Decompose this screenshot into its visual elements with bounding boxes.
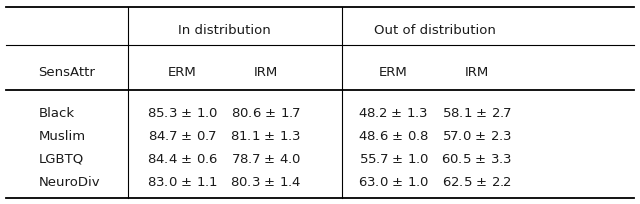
Text: 80.3 $\pm$ 1.4: 80.3 $\pm$ 1.4	[230, 175, 301, 188]
Text: 81.1 $\pm$ 1.3: 81.1 $\pm$ 1.3	[230, 130, 301, 142]
Text: NeuroDiv: NeuroDiv	[38, 175, 100, 188]
Text: 58.1 $\pm$ 2.7: 58.1 $\pm$ 2.7	[442, 107, 512, 120]
Text: In distribution: In distribution	[178, 24, 270, 37]
Text: 84.7 $\pm$ 0.7: 84.7 $\pm$ 0.7	[148, 130, 217, 142]
Text: 63.0 $\pm$ 1.0: 63.0 $\pm$ 1.0	[358, 175, 429, 188]
Text: 84.4 $\pm$ 0.6: 84.4 $\pm$ 0.6	[147, 152, 218, 165]
Text: ERM: ERM	[380, 65, 408, 78]
Text: IRM: IRM	[465, 65, 489, 78]
Text: 57.0 $\pm$ 2.3: 57.0 $\pm$ 2.3	[442, 130, 512, 142]
Text: 48.2 $\pm$ 1.3: 48.2 $\pm$ 1.3	[358, 107, 429, 120]
Text: 60.5 $\pm$ 3.3: 60.5 $\pm$ 3.3	[441, 152, 513, 165]
Text: Black: Black	[38, 107, 74, 120]
Text: 78.7 $\pm$ 4.0: 78.7 $\pm$ 4.0	[230, 152, 301, 165]
Text: Out of distribution: Out of distribution	[374, 24, 496, 37]
Text: Muslim: Muslim	[38, 130, 86, 142]
Text: SensAttr: SensAttr	[38, 65, 95, 78]
Text: IRM: IRM	[253, 65, 278, 78]
Text: ERM: ERM	[168, 65, 196, 78]
Text: 85.3 $\pm$ 1.0: 85.3 $\pm$ 1.0	[147, 107, 218, 120]
Text: 80.6 $\pm$ 1.7: 80.6 $\pm$ 1.7	[230, 107, 301, 120]
Text: 48.6 $\pm$ 0.8: 48.6 $\pm$ 0.8	[358, 130, 429, 142]
Text: LGBTQ: LGBTQ	[38, 152, 84, 165]
Text: 62.5 $\pm$ 2.2: 62.5 $\pm$ 2.2	[442, 175, 512, 188]
Text: 55.7 $\pm$ 1.0: 55.7 $\pm$ 1.0	[358, 152, 429, 165]
Text: 83.0 $\pm$ 1.1: 83.0 $\pm$ 1.1	[147, 175, 218, 188]
